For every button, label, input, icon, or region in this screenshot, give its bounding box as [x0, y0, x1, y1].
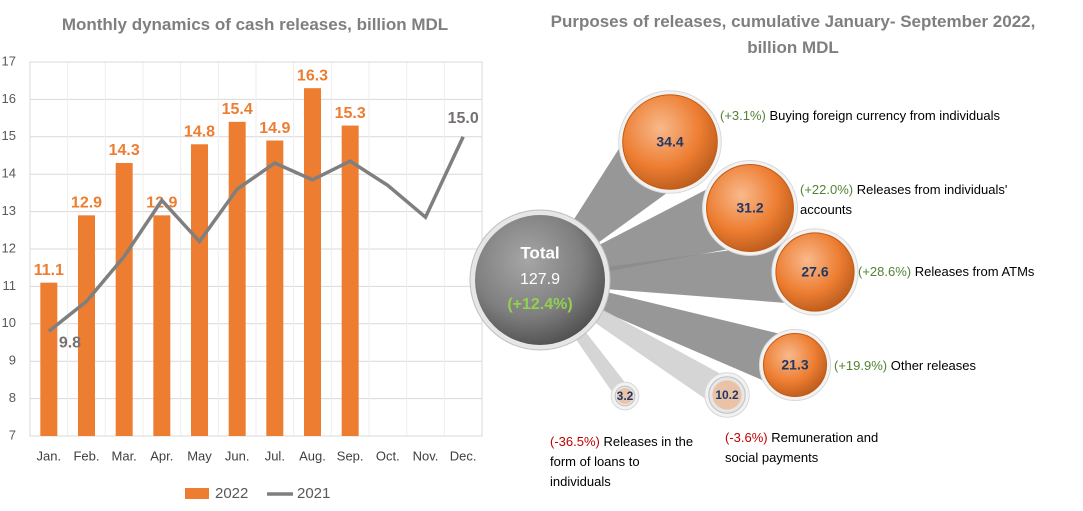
x-tick-label: Jul.	[265, 448, 285, 463]
bubble-value: 31.2	[736, 200, 763, 216]
category-label: Releases in the form of loans to individ…	[550, 434, 694, 489]
bubble-value: 27.6	[801, 264, 828, 280]
bubble-label: (+22.0%) Releases from individuals' acco…	[800, 180, 1060, 220]
bubble	[708, 376, 746, 414]
y-tick-label: 15	[2, 128, 16, 143]
total-value: 127.9	[520, 271, 560, 288]
y-tick-label: 17	[2, 53, 16, 68]
bubble-value: 21.3	[781, 357, 808, 373]
change-label: (-3.6%)	[725, 430, 768, 445]
legend-label: 2021	[297, 485, 330, 502]
bar	[341, 125, 359, 436]
bubble-label: (-3.6%) Remuneration and social payments	[725, 428, 885, 468]
x-tick-label: Feb.	[73, 448, 99, 463]
change-label: (+22.0%)	[800, 182, 854, 197]
y-tick-label: 9	[9, 353, 16, 368]
bar	[78, 215, 95, 436]
bubble-label: (+28.6%) Releases from ATMs	[858, 262, 1078, 282]
data-label: 9.8	[59, 334, 81, 351]
legend-swatch	[185, 488, 209, 499]
change-label: (-36.5%)	[550, 434, 600, 449]
x-tick-label: Jun.	[225, 448, 250, 463]
bubble	[762, 332, 828, 398]
bar	[191, 144, 208, 436]
data-label: 14.9	[259, 120, 290, 137]
change-label: (+28.6%)	[858, 264, 912, 279]
bubble-value: 34.4	[656, 134, 683, 150]
chart-title: Purposes of releases, cumulative January…	[550, 12, 1036, 57]
data-label: 14.3	[109, 142, 140, 159]
bar	[228, 121, 246, 436]
bubble	[622, 94, 718, 190]
category-label: Releases from ATMs	[914, 264, 1035, 279]
x-tick-label: Jan.	[37, 448, 62, 463]
category-label: Releases from individuals' accounts	[800, 182, 1008, 217]
bar	[304, 88, 321, 437]
bubble-label: (+19.9%) Other releases	[834, 356, 1054, 376]
total-bubble	[475, 215, 605, 345]
bar	[115, 162, 133, 437]
change-label: (+3.1%)	[720, 108, 766, 123]
data-label: 15.4	[222, 101, 253, 118]
bubble-value: 3.2	[617, 389, 634, 403]
category-label: Other releases	[890, 358, 977, 373]
y-tick-label: 14	[2, 166, 16, 181]
bubble	[706, 164, 794, 252]
data-label: 14.8	[184, 123, 215, 140]
category-label: Buying foreign currency from individuals	[769, 108, 1001, 123]
bar	[266, 140, 284, 437]
chart-title: Monthly dynamics of cash releases, billi…	[61, 15, 449, 34]
line	[47, 136, 465, 333]
x-tick-label: Mar.	[112, 448, 137, 463]
x-tick-label: May	[187, 448, 212, 463]
bubble	[614, 385, 636, 407]
y-tick-label: 11	[3, 278, 17, 293]
y-tick-label: 7	[9, 427, 16, 442]
data-label: 11.1	[34, 262, 64, 279]
data-label: 15.3	[335, 105, 366, 122]
bubble-value: 10.2	[715, 388, 739, 402]
legend-label: 2022	[215, 485, 248, 502]
x-tick-label: Sep.	[337, 448, 364, 463]
x-tick-label: Aug.	[299, 448, 326, 463]
data-label: 15.0	[448, 110, 479, 127]
bubble	[775, 232, 855, 312]
category-label: Remuneration and social payments	[725, 430, 879, 465]
x-tick-label: Nov.	[413, 448, 439, 463]
bubble-label: (+3.1%) Buying foreign currency from ind…	[720, 106, 1040, 126]
x-tick-label: Oct.	[376, 448, 400, 463]
x-tick-label: Apr.	[150, 448, 173, 463]
x-tick-label: Dec.	[450, 448, 477, 463]
bar	[40, 282, 58, 436]
y-tick-label: 8	[9, 390, 16, 405]
bubble-label: (-36.5%) Releases in the form of loans t…	[550, 432, 695, 492]
y-tick-label: 16	[2, 91, 16, 106]
data-label: 16.3	[297, 67, 328, 84]
bubble-inner	[712, 380, 742, 410]
y-tick-label: 12	[2, 240, 16, 255]
bubble-inner	[617, 388, 633, 404]
y-tick-label: 13	[2, 203, 16, 218]
y-tick-label: 10	[2, 315, 16, 330]
change-label: (+19.9%)	[834, 358, 888, 373]
bar	[153, 215, 171, 436]
data-label: 12.9	[71, 195, 102, 212]
total-label: Total	[520, 243, 559, 262]
total-change: (+12.4%)	[507, 296, 572, 313]
